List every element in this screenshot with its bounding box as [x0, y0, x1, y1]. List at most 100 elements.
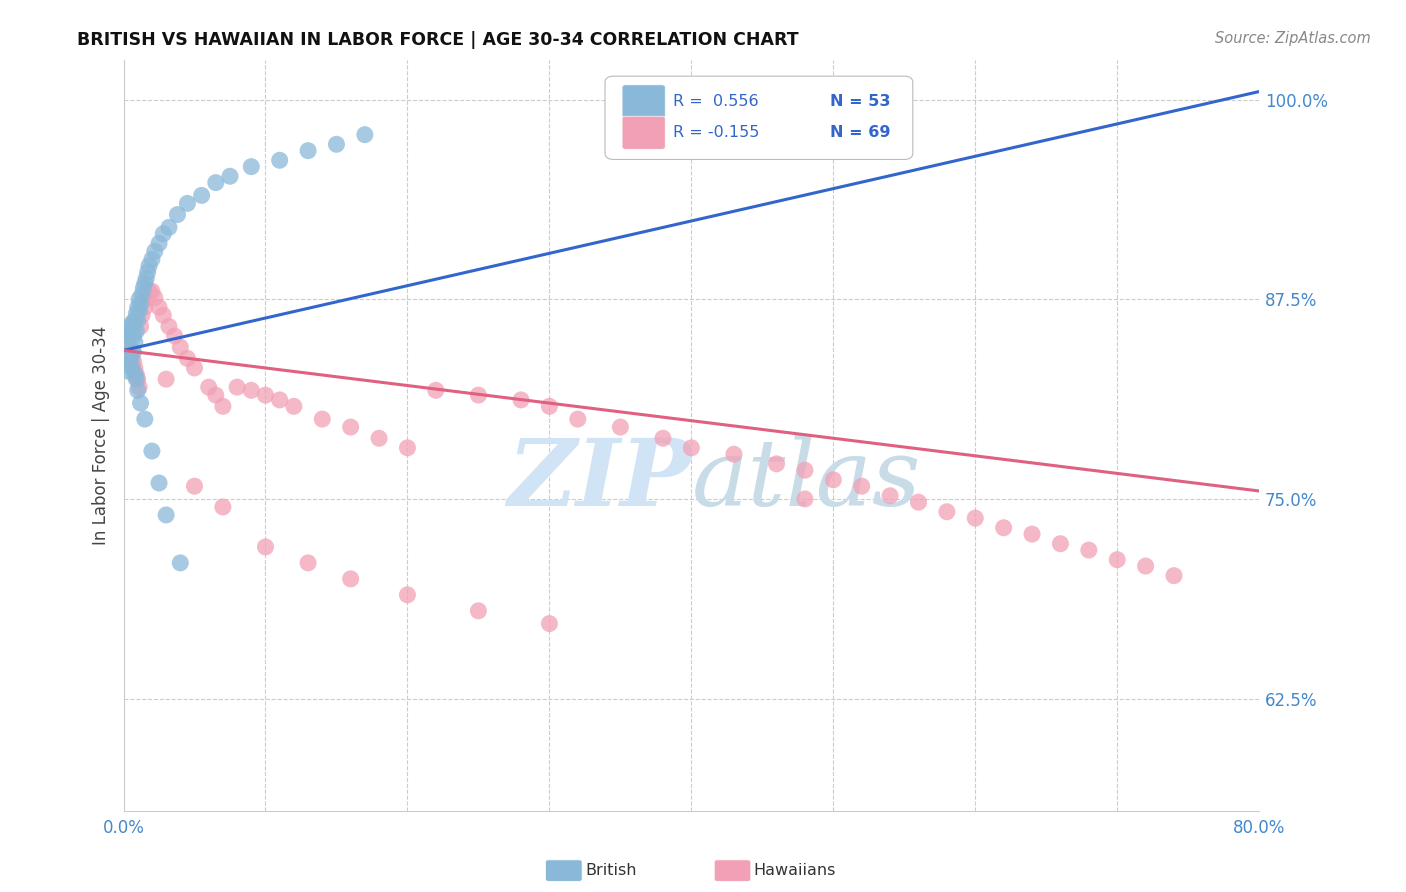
Text: Source: ZipAtlas.com: Source: ZipAtlas.com — [1215, 31, 1371, 46]
Point — [169, 556, 191, 570]
Point — [1021, 527, 1043, 541]
Point — [823, 473, 845, 487]
Point — [907, 495, 929, 509]
Point — [122, 319, 145, 334]
Point — [567, 412, 589, 426]
Point — [148, 475, 170, 490]
Point — [879, 489, 901, 503]
Point — [212, 399, 235, 413]
Point — [157, 319, 180, 334]
Point — [124, 361, 146, 376]
Point — [124, 368, 146, 382]
Point — [993, 521, 1015, 535]
Point — [254, 540, 277, 554]
Point — [297, 556, 319, 570]
Point — [283, 399, 305, 413]
Point — [652, 431, 675, 445]
Point — [219, 169, 242, 184]
Point — [127, 300, 149, 314]
Point — [396, 588, 419, 602]
Point — [325, 137, 347, 152]
Point — [121, 351, 143, 366]
Point — [155, 508, 177, 522]
Point — [129, 396, 152, 410]
Point — [353, 128, 375, 142]
Point — [135, 292, 157, 306]
Point — [134, 412, 156, 426]
Point — [176, 351, 198, 366]
Point — [254, 388, 277, 402]
Point — [122, 329, 145, 343]
Point — [125, 368, 148, 382]
Text: ZIP: ZIP — [508, 435, 692, 525]
Point — [212, 500, 235, 514]
Text: British: British — [585, 863, 637, 878]
Point — [128, 303, 150, 318]
Point — [141, 252, 163, 267]
Text: R = -0.155: R = -0.155 — [673, 125, 759, 140]
Point — [297, 144, 319, 158]
Point — [148, 300, 170, 314]
Point — [368, 431, 391, 445]
Point — [138, 285, 160, 299]
Point — [125, 307, 148, 321]
Point — [120, 324, 142, 338]
Point — [609, 420, 631, 434]
Point — [793, 491, 815, 506]
Point — [965, 511, 987, 525]
Point — [269, 392, 291, 407]
Point — [115, 348, 138, 362]
Point — [117, 335, 139, 350]
Point — [1163, 568, 1185, 582]
Point — [129, 297, 152, 311]
Text: BRITISH VS HAWAIIAN IN LABOR FORCE | AGE 30-34 CORRELATION CHART: BRITISH VS HAWAIIAN IN LABOR FORCE | AGE… — [77, 31, 799, 49]
Point — [1107, 552, 1129, 566]
Point — [163, 329, 186, 343]
Point — [204, 388, 226, 402]
Y-axis label: In Labor Force | Age 30-34: In Labor Force | Age 30-34 — [93, 326, 110, 545]
Point — [681, 441, 703, 455]
Point — [183, 479, 205, 493]
Point — [121, 361, 143, 376]
Point — [204, 176, 226, 190]
Point — [136, 265, 159, 279]
Point — [125, 324, 148, 338]
Point — [141, 285, 163, 299]
Point — [269, 153, 291, 168]
Point — [120, 319, 142, 334]
Point — [121, 343, 143, 358]
Point — [169, 340, 191, 354]
Point — [131, 308, 153, 322]
Point — [132, 281, 155, 295]
Point — [510, 392, 533, 407]
Point — [467, 388, 489, 402]
Point — [793, 463, 815, 477]
Point — [1077, 543, 1099, 558]
Point — [125, 372, 148, 386]
Text: Hawaiians: Hawaiians — [754, 863, 837, 878]
Point — [425, 384, 447, 398]
Point — [128, 380, 150, 394]
Point — [138, 259, 160, 273]
Point — [226, 380, 249, 394]
Point — [117, 364, 139, 378]
Point — [121, 316, 143, 330]
FancyBboxPatch shape — [621, 85, 665, 118]
Point — [240, 160, 263, 174]
Point — [122, 345, 145, 359]
Point — [467, 604, 489, 618]
Point — [118, 329, 141, 343]
Point — [935, 505, 957, 519]
Point — [155, 372, 177, 386]
Point — [127, 384, 149, 398]
Point — [339, 420, 361, 434]
Point — [723, 447, 745, 461]
Point — [118, 340, 141, 354]
Point — [117, 348, 139, 362]
Point — [129, 319, 152, 334]
Point — [135, 271, 157, 285]
Point — [311, 412, 333, 426]
Point — [538, 616, 561, 631]
Point — [128, 292, 150, 306]
Point — [152, 308, 174, 322]
